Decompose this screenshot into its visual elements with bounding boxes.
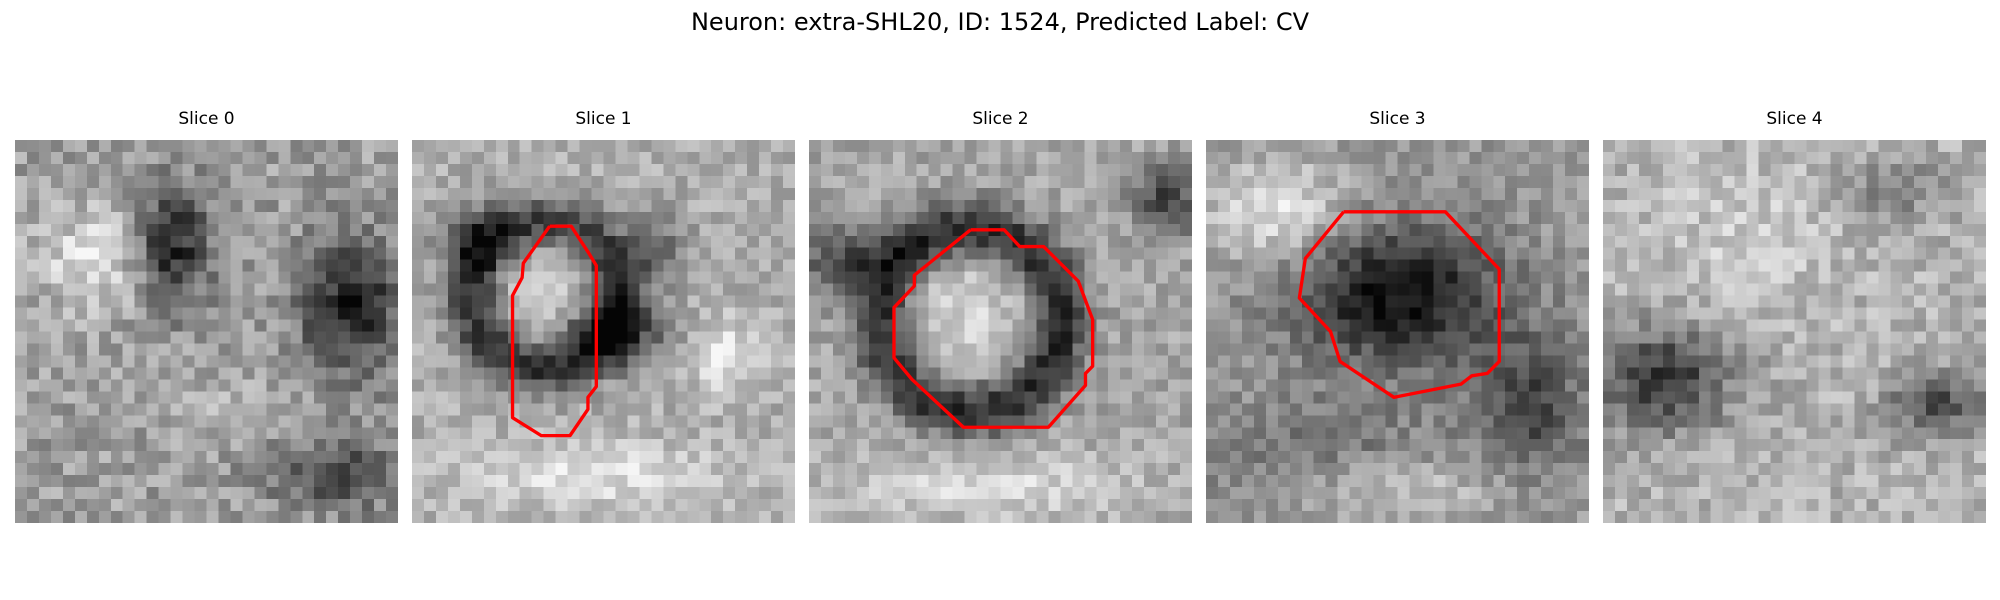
slice-2-contour <box>892 228 1095 429</box>
slice-4-image <box>1603 140 1986 523</box>
slice-3-title: Slice 3 <box>1369 109 1426 129</box>
slice-1-image <box>412 140 795 523</box>
slice-1-title: Slice 1 <box>575 109 632 129</box>
slice-0-title: Slice 0 <box>178 109 235 129</box>
figure-title: Neuron: extra-SHL20, ID: 1524, Predicted… <box>690 8 1310 36</box>
slice-3-image <box>1206 140 1589 523</box>
slice-2-title: Slice 2 <box>972 109 1029 129</box>
slice-4-title: Slice 4 <box>1766 109 1823 129</box>
slice-2-image <box>809 140 1192 523</box>
slice-1-contour <box>510 224 598 438</box>
slice-0-image <box>15 140 398 523</box>
slice-3-contour <box>1297 210 1501 400</box>
